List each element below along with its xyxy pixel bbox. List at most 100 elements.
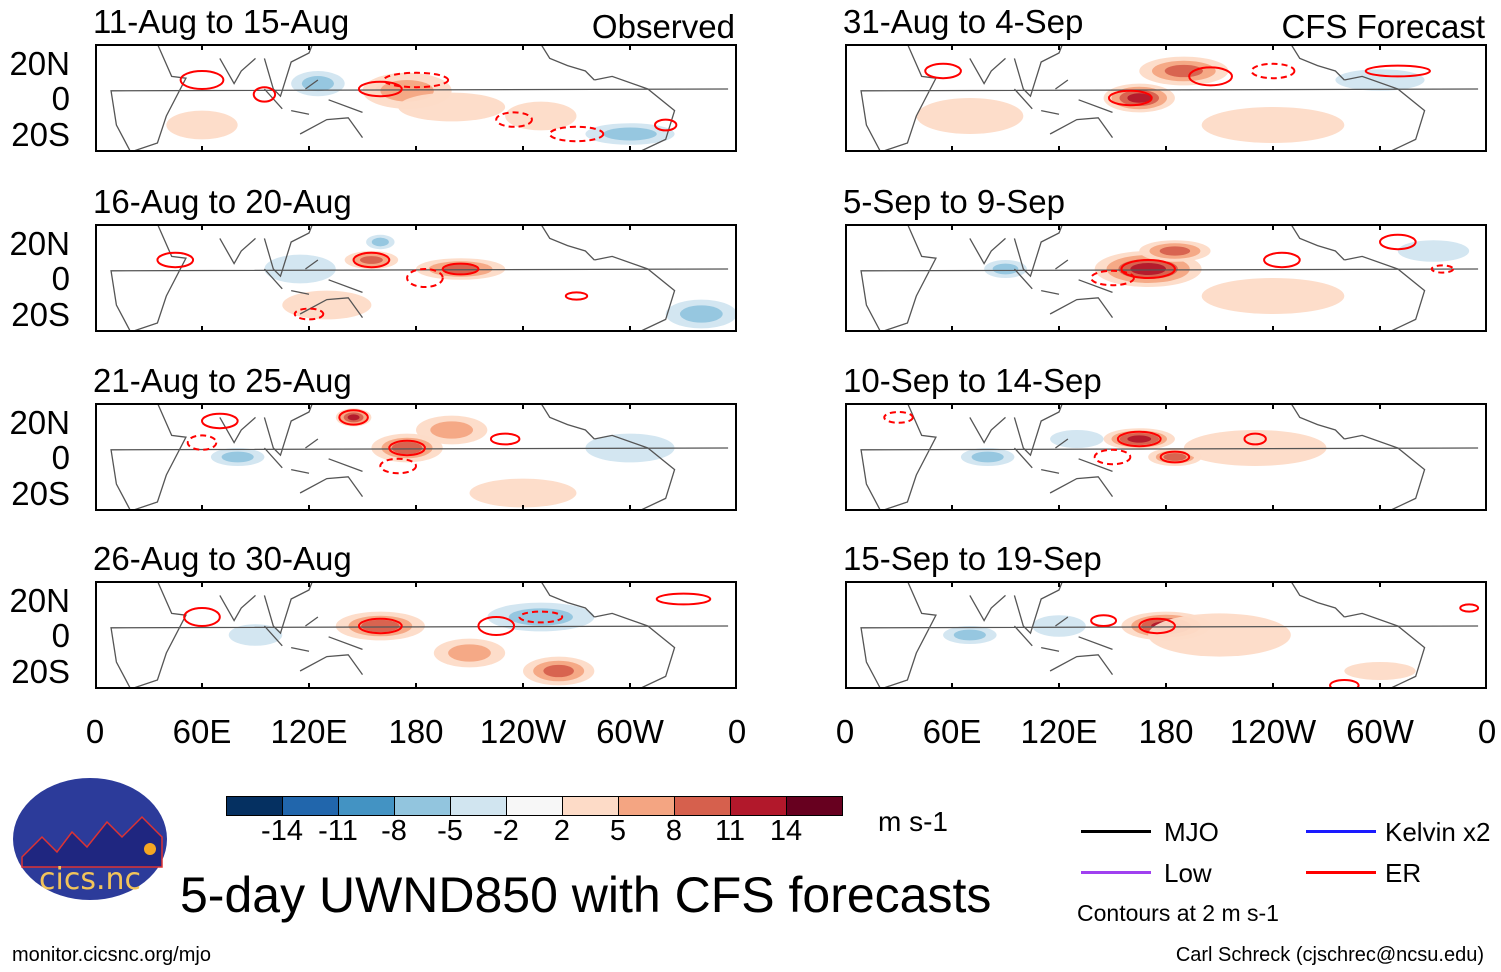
er-contour	[1107, 89, 1153, 107]
lon-label: 0	[1477, 713, 1497, 750]
colorbar-swatch	[339, 797, 395, 815]
coastline	[219, 416, 256, 444]
coastline	[219, 57, 256, 85]
westerly-anomaly-shading	[398, 92, 506, 122]
er-contour	[1430, 264, 1455, 274]
er-contour	[548, 125, 605, 143]
coastline	[305, 438, 319, 449]
coastline	[305, 79, 319, 90]
coastline	[1049, 654, 1114, 675]
coastline	[263, 403, 314, 457]
coastline	[1049, 476, 1114, 497]
lat-label: 20S	[11, 653, 70, 690]
coastline	[1290, 403, 1345, 440]
er-contour	[1329, 679, 1360, 689]
colorbar-tick-label: 11	[714, 815, 746, 847]
easterly-anomaly-shading	[301, 76, 334, 92]
er-contour	[1263, 251, 1301, 269]
westerly-anomaly-shading	[1201, 278, 1345, 314]
coastline	[1013, 268, 1033, 290]
lon-label: 120E	[1020, 713, 1098, 750]
er-contour	[1159, 450, 1191, 464]
colorbar-tick-label: -8	[381, 815, 407, 847]
colorbar-swatch	[283, 797, 339, 815]
legend-label-kelvin: Kelvin x2	[1385, 817, 1491, 847]
lon-label: 0	[85, 713, 105, 750]
colorbar-swatch	[675, 797, 731, 815]
coastline	[860, 224, 1479, 332]
er-contour	[183, 607, 221, 627]
colorbar-swatch	[787, 797, 842, 815]
er-contour	[1093, 448, 1132, 466]
er-contour	[179, 70, 225, 90]
source-url[interactable]: monitor.cicsnc.org/mjo	[12, 944, 211, 966]
coastline	[1344, 75, 1426, 152]
map-panel	[845, 581, 1487, 689]
coastline	[1013, 88, 1033, 110]
coastline	[1013, 581, 1064, 635]
er-contour	[379, 457, 417, 475]
coastline	[969, 594, 1006, 622]
coastline	[1055, 259, 1069, 270]
er-contour	[653, 118, 678, 132]
westerly-anomaly-shading	[1130, 263, 1166, 275]
legend-line-low	[1081, 871, 1151, 874]
lat-label: 20S	[11, 116, 70, 153]
westerly-anomaly-shading	[1183, 430, 1327, 466]
westerly-anomaly-shading	[1201, 107, 1345, 143]
map-panel	[845, 403, 1487, 511]
easterly-anomaly-shading	[264, 254, 336, 284]
er-contour	[1138, 617, 1176, 635]
coastline	[1078, 99, 1113, 114]
easterly-anomaly-shading	[992, 263, 1019, 275]
lon-label: 120W	[1229, 713, 1317, 750]
lat-label: 0	[51, 617, 70, 654]
coastline	[1013, 44, 1064, 98]
map-plot	[95, 224, 737, 332]
lon-label: 120E	[270, 713, 348, 750]
coastline	[1290, 44, 1345, 81]
coastline	[540, 224, 595, 261]
map-panel	[845, 44, 1487, 152]
lat-label: 0	[51, 260, 70, 297]
easterly-anomaly-shading	[228, 624, 283, 646]
coastline	[540, 403, 595, 440]
coastline	[263, 44, 314, 98]
contour-note: Contours at 2 m s-1	[1077, 900, 1279, 926]
er-contour	[382, 71, 450, 89]
westerly-anomaly-shading	[1163, 453, 1187, 461]
lon-label: 180	[1138, 713, 1194, 750]
coastline	[1078, 279, 1113, 294]
coastline	[1078, 458, 1113, 473]
panel-title: 15-Sep to 19-Sep	[843, 540, 1102, 577]
coastline	[1344, 255, 1426, 332]
lat-label: 20N	[9, 45, 70, 82]
coastline	[1290, 581, 1345, 618]
lon-label: 60W	[1346, 713, 1414, 750]
panel-title: 16-Aug to 20-Aug	[93, 183, 352, 220]
colorbar-tick-label: 2	[553, 815, 571, 847]
westerly-anomaly-shading	[391, 441, 423, 455]
easterly-anomaly-shading	[1397, 240, 1470, 262]
easterly-anomaly-shading	[971, 451, 1004, 463]
coastline	[540, 44, 595, 81]
westerly-anomaly-shading	[1127, 93, 1152, 103]
er-contour	[406, 268, 444, 288]
coastline	[110, 224, 729, 332]
er-contour	[1116, 430, 1162, 448]
coastline	[263, 268, 283, 290]
er-contour	[352, 251, 391, 269]
er-contour	[156, 251, 195, 269]
westerly-anomaly-shading	[430, 421, 474, 439]
coastline	[263, 224, 314, 278]
cics-logo: cics.nc	[12, 777, 168, 901]
coastline	[263, 581, 314, 635]
colorbar-tick-label: -11	[318, 815, 358, 847]
coastline	[1013, 625, 1033, 647]
easterly-anomaly-shading	[1032, 615, 1086, 637]
colorbar-swatch	[507, 797, 563, 815]
coastline	[1078, 636, 1113, 651]
panel-title: 11-Aug to 15-Aug	[93, 3, 350, 40]
colorbar-units: m s-1	[878, 806, 948, 837]
colorbar-swatch	[451, 797, 507, 815]
